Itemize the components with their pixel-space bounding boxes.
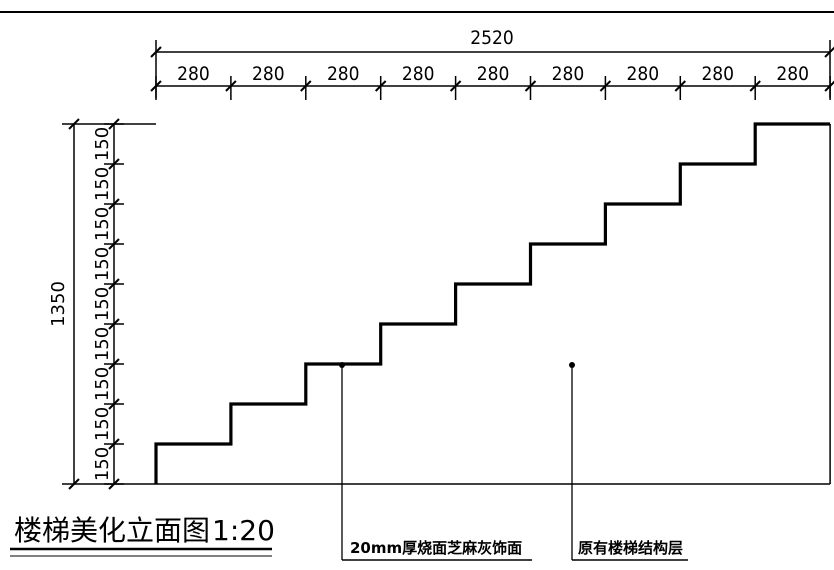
riser-dimension-label: 150 bbox=[92, 207, 113, 241]
callout-finish-leader bbox=[339, 362, 532, 561]
tread-dimension-label: 280 bbox=[627, 63, 660, 85]
drawing-title: 楼梯美化立面图 bbox=[14, 514, 210, 547]
tread-dimension-chain: 280 280 280 280 280 280 280 280 280 bbox=[150, 63, 834, 100]
tread-dimension-label: 280 bbox=[252, 63, 285, 85]
overall-height-label: 1350 bbox=[48, 281, 69, 327]
drawing-scale: 1:20 bbox=[212, 514, 275, 547]
overall-width-label: 2520 bbox=[470, 27, 514, 49]
riser-dimension-label: 150 bbox=[92, 407, 113, 441]
overall-width-dimension: 2520 bbox=[150, 27, 834, 98]
riser-dimension-chain: 150 150 150 150 150 150 150 150 150 bbox=[92, 118, 124, 490]
tread-dimension-label: 280 bbox=[402, 63, 435, 85]
tread-dimension-label: 280 bbox=[177, 63, 210, 85]
tread-dimension-label: 280 bbox=[552, 63, 585, 85]
riser-dimension-label: 150 bbox=[92, 167, 113, 201]
riser-dimension-label: 150 bbox=[92, 287, 113, 321]
tread-dimension-label: 280 bbox=[776, 63, 809, 85]
tread-dimension-label: 280 bbox=[701, 63, 734, 85]
tread-dimension-label: 280 bbox=[327, 63, 360, 85]
riser-dimension-label: 150 bbox=[92, 327, 113, 361]
drawing-title-block: 楼梯美化立面图 1:20 bbox=[10, 514, 275, 557]
callout-structure-leader bbox=[569, 362, 688, 561]
tread-dimension-label: 280 bbox=[477, 63, 510, 85]
callout-finish-label: 20mm厚烧面芝麻灰饰面 bbox=[350, 539, 522, 557]
riser-dimension-label: 150 bbox=[92, 447, 113, 481]
riser-dimension-label: 150 bbox=[92, 367, 113, 401]
stair-profile bbox=[154, 122, 831, 485]
riser-dimension-label: 150 bbox=[92, 247, 113, 281]
riser-dimension-label: 150 bbox=[92, 127, 113, 161]
callout-structure-label: 原有楼梯结构层 bbox=[578, 539, 683, 557]
stair-step-profile bbox=[154, 122, 831, 484]
